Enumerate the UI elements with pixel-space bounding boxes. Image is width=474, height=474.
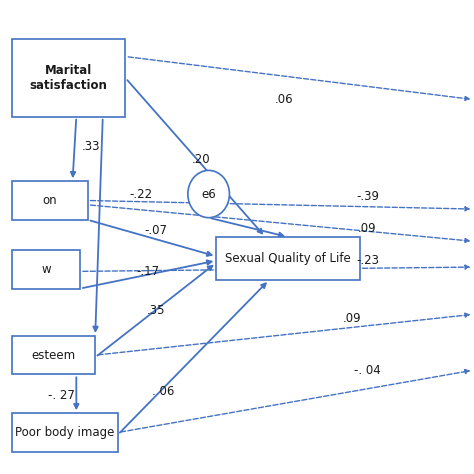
Text: -. 27: -. 27	[48, 390, 74, 402]
Text: -. 04: -. 04	[354, 364, 381, 377]
Text: .20: .20	[192, 153, 210, 166]
FancyBboxPatch shape	[12, 336, 95, 374]
FancyBboxPatch shape	[12, 181, 88, 220]
Text: .09: .09	[343, 312, 362, 325]
Text: .06: .06	[275, 93, 293, 106]
Circle shape	[188, 171, 229, 218]
Text: .09: .09	[358, 222, 377, 235]
Text: on: on	[43, 194, 57, 207]
Text: e6: e6	[201, 188, 216, 201]
Text: -.39: -.39	[356, 190, 379, 203]
Text: -.07: -.07	[144, 224, 167, 237]
Text: -.17: -.17	[137, 265, 160, 278]
Text: Poor body image: Poor body image	[15, 426, 115, 439]
Text: w: w	[41, 263, 51, 276]
Text: .35: .35	[146, 303, 165, 317]
Text: . 06: . 06	[152, 385, 174, 398]
Text: -.23: -.23	[356, 254, 379, 267]
FancyBboxPatch shape	[12, 250, 80, 289]
Text: Marital
satisfaction: Marital satisfaction	[30, 64, 108, 92]
FancyBboxPatch shape	[12, 39, 126, 117]
FancyBboxPatch shape	[216, 237, 360, 280]
Text: .33: .33	[82, 140, 100, 153]
Text: -.22: -.22	[129, 188, 152, 201]
Text: esteem: esteem	[32, 349, 76, 362]
Text: Sexual Quality of Life: Sexual Quality of Life	[225, 252, 351, 265]
FancyBboxPatch shape	[12, 413, 118, 452]
